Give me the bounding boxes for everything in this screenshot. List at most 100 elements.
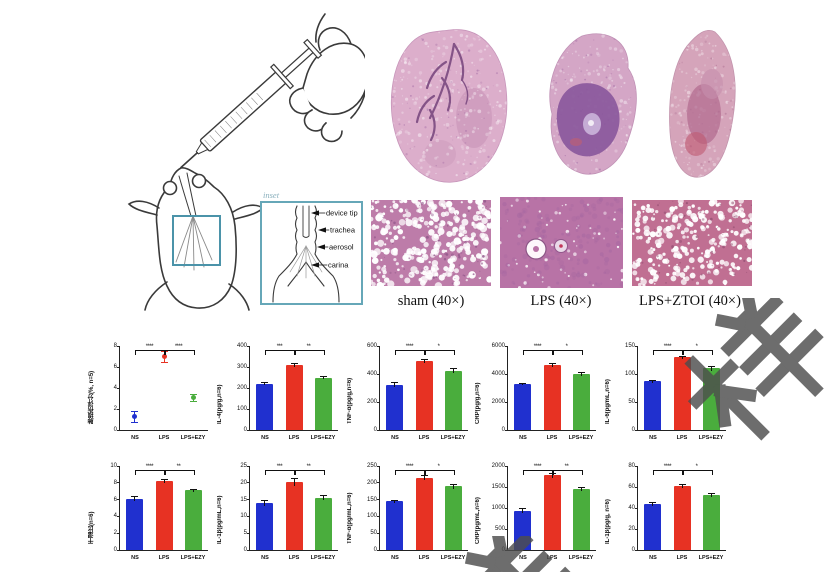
error-bar [580, 372, 582, 376]
bar-LPS+EZY [444, 370, 462, 430]
error-cap [261, 382, 269, 384]
error-cap [420, 359, 428, 361]
error-cap [131, 496, 139, 498]
error-bar [163, 479, 165, 484]
x-tick-label: LPS+EZY [440, 435, 466, 441]
y-tick [505, 345, 508, 347]
plot-area: 0 50 100 150 NS LPS LPS+EZY **** * [625, 343, 726, 441]
plot-area: 0 2 4 6 8 NS LPS LPS+EZY **** **** [114, 343, 208, 441]
chart-il1b-tissue: IL-1β(pg/g, n=6) 0 20 40 60 80 NS LPS LPS+EZY ***… [603, 454, 735, 566]
y-tick [635, 465, 638, 467]
error-cap [131, 411, 139, 413]
sig-stars: **** [174, 344, 183, 350]
micrograph-sham [371, 200, 491, 286]
mouse-drawing [127, 167, 265, 311]
error-bar [551, 362, 553, 368]
error-bar [681, 355, 683, 359]
y-tick [247, 549, 250, 551]
error-cap [577, 372, 585, 374]
error-bar [394, 382, 396, 387]
y-tick [505, 486, 508, 488]
bar-LPS+EZY [572, 489, 590, 550]
y-tick-label: 20 [240, 479, 247, 486]
error-cap [131, 421, 139, 423]
y-tick-label: 4 [113, 385, 117, 391]
data-point-LPS [161, 354, 167, 359]
data-point-NS [132, 413, 138, 419]
x-tick-label: LPS+EZY [180, 555, 206, 561]
plot-area: 0 500 1000 1500 2000 NS LPS LPS+EZY **** ** [492, 463, 596, 561]
y-tick-label: 100 [366, 513, 377, 520]
y-tick [635, 528, 638, 530]
y-tick-label: 400 [366, 371, 377, 377]
y-tick-label: 4 [113, 513, 117, 520]
lung-section-lps-ztoi [669, 29, 736, 178]
y-tick-label: 300 [236, 364, 247, 370]
y-tick [377, 465, 380, 467]
y-tick-label: 6000 [491, 343, 505, 349]
x-tick-label: NS [391, 435, 399, 441]
bar-LPS+EZY [702, 495, 720, 550]
error-bar [452, 368, 454, 373]
error-bar [322, 375, 324, 380]
bar-LPS+EZY [444, 486, 462, 550]
y-tick [117, 515, 120, 517]
y-tick [117, 345, 120, 347]
sig-stars: **** [663, 464, 672, 470]
x-tick-label: LPS+EZY [310, 435, 336, 441]
error-cap [290, 362, 298, 364]
bar-NS [386, 501, 404, 550]
error-cap [290, 477, 298, 479]
error-cap [261, 499, 269, 501]
error-bar [551, 472, 553, 478]
y-tick [377, 482, 380, 484]
y-tick [247, 387, 250, 389]
y-tick [247, 499, 250, 501]
plot-area: 0 2000 4000 6000 NS LPS LPS+EZY **** * [492, 343, 596, 441]
y-tick-label: 0 [243, 427, 247, 433]
x-tick-label: LPS [418, 555, 430, 561]
x-tick-label: LPS [158, 555, 170, 561]
y-axis-label: IL-4(pg/g,n=6) [217, 384, 223, 425]
y-tick-label: 0 [113, 427, 117, 433]
error-bar [192, 488, 194, 493]
y-tick-label: 1500 [491, 484, 505, 490]
y-tick [117, 499, 120, 501]
y-tick-label: 0 [113, 547, 117, 553]
sig-bracket [652, 470, 684, 475]
y-tick [505, 373, 508, 375]
error-cap [319, 494, 327, 496]
y-tick-label: 500 [494, 526, 505, 532]
error-cap [678, 483, 686, 485]
error-bar [293, 477, 295, 486]
plot-area: 0 5 10 15 20 25 NS LPS LPS+EZY *** ** [240, 463, 338, 561]
bar-LPS [673, 485, 691, 550]
y-tick [247, 366, 250, 368]
error-cap [449, 368, 457, 370]
y-axis-label: IL-6(pg/mL,n=6) [605, 379, 611, 424]
sig-bracket [682, 470, 714, 475]
y-tick [635, 429, 638, 431]
y-tick-label: 1000 [491, 505, 505, 511]
micrograph-lps [500, 197, 623, 288]
x-tick-label: LPS+EZY [310, 555, 336, 561]
sig-stars: * [695, 344, 698, 350]
y-tick-label: 0 [631, 547, 635, 553]
x-tick-label: LPS [676, 555, 688, 561]
error-cap [391, 499, 399, 501]
sig-bracket [294, 470, 326, 475]
error-cap [649, 501, 657, 503]
sig-stars: **** [533, 464, 542, 470]
y-tick [247, 482, 250, 484]
inset-label-trachea: trachea [330, 226, 356, 235]
bar-NS [514, 383, 532, 430]
error-bar [423, 359, 425, 364]
error-cap [548, 362, 556, 364]
y-tick-label: 200 [236, 385, 247, 391]
y-tick-label: 150 [366, 496, 377, 503]
y-tick-label: 10 [240, 513, 247, 520]
plot-area: 0 2 4 6 8 10 NS LPS LPS+EZY **** ** [110, 463, 208, 561]
sig-stars: **** [405, 464, 414, 470]
y-tick [247, 345, 250, 347]
